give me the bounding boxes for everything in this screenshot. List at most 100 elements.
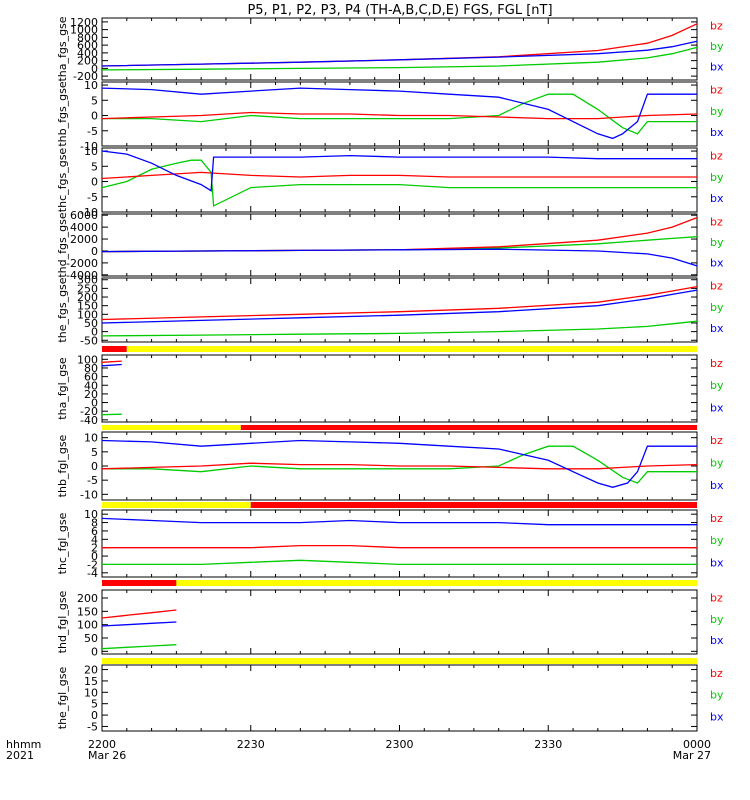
series-by bbox=[101, 413, 122, 416]
legend-by: by bbox=[710, 105, 724, 118]
panel-ylabel: thb_fgl_gse bbox=[56, 434, 69, 497]
y-tick-label: 0 bbox=[91, 460, 98, 473]
series-by bbox=[102, 93, 697, 135]
legend-bz: bz bbox=[710, 592, 723, 605]
y-tick-label: -4000 bbox=[66, 269, 98, 282]
series-by bbox=[102, 445, 697, 484]
series-by bbox=[101, 320, 698, 337]
y-tick-label: 4 bbox=[91, 533, 98, 546]
legend-bx: bx bbox=[710, 479, 724, 492]
mode-bar-red bbox=[102, 580, 177, 586]
y-tick-label: -2000 bbox=[66, 257, 98, 270]
time-tick-label: 2300 bbox=[386, 738, 414, 751]
legend-by: by bbox=[710, 689, 724, 702]
panel-ylabel: thc_fgl_gse bbox=[56, 512, 69, 574]
y-tick-label: 2000 bbox=[70, 233, 98, 246]
time-tick-sublabel: Mar 26 bbox=[88, 749, 126, 762]
y-tick-label: -5 bbox=[87, 125, 98, 138]
legend-bx: bx bbox=[710, 126, 724, 139]
time-tick-label: 2330 bbox=[534, 738, 562, 751]
y-tick-label: 1200 bbox=[70, 16, 98, 29]
y-tick-label: 15 bbox=[84, 675, 98, 688]
legend-by: by bbox=[710, 40, 724, 53]
y-tick-label: 5 bbox=[91, 94, 98, 107]
legend-bx: bx bbox=[710, 401, 724, 414]
panel-frame bbox=[101, 509, 698, 578]
panel-ylabel: the_fgs_gse bbox=[56, 277, 69, 342]
y-tick-label: -5 bbox=[87, 474, 98, 487]
y-tick-label: 0 bbox=[91, 62, 98, 75]
panel-frame bbox=[101, 589, 698, 655]
y-tick-label: -20 bbox=[80, 405, 98, 418]
time-axis-row-label-1: hhmm bbox=[6, 738, 41, 751]
y-tick-label: 0 bbox=[91, 397, 98, 410]
y-tick-label: 6000 bbox=[70, 209, 98, 222]
y-tick-label: 200 bbox=[77, 291, 98, 304]
mode-bar-red bbox=[250, 502, 697, 508]
legend-bz: bz bbox=[710, 434, 723, 447]
series-bz bbox=[101, 216, 698, 253]
y-tick-label: 0 bbox=[91, 245, 98, 258]
y-tick-label: 4000 bbox=[70, 221, 98, 234]
time-tick-label: 0000 bbox=[683, 738, 711, 751]
y-tick-label: 80 bbox=[84, 362, 98, 375]
time-tick-label: 2200 bbox=[88, 738, 116, 751]
y-tick-label: 200 bbox=[77, 592, 98, 605]
legend-bx: bx bbox=[710, 322, 724, 335]
legend-bz: bz bbox=[710, 84, 723, 97]
mode-bar-red bbox=[102, 346, 127, 352]
y-tick-label: -5 bbox=[87, 720, 98, 733]
panel-frame bbox=[101, 354, 698, 423]
mode-bar-red bbox=[240, 425, 698, 430]
series-bx bbox=[101, 87, 697, 140]
series-bx bbox=[101, 517, 697, 526]
legend-bx: bx bbox=[710, 192, 724, 205]
y-tick-label: 50 bbox=[84, 317, 98, 330]
legend-bz: bz bbox=[710, 150, 723, 163]
y-tick-label: 1000 bbox=[70, 24, 98, 37]
y-tick-label: 5 bbox=[91, 160, 98, 173]
legend-bz: bz bbox=[710, 280, 723, 293]
y-tick-label: 150 bbox=[77, 605, 98, 618]
y-tick-label: 10 bbox=[84, 145, 98, 158]
series-bx bbox=[101, 289, 698, 324]
series-bx bbox=[101, 363, 122, 367]
panel-thc_fgs_gse: -10 -5 0 5 10 thc_fgs_gse bz by bx bbox=[56, 145, 724, 219]
y-tick-label: -2 bbox=[87, 558, 98, 571]
y-tick-label: 20 bbox=[84, 388, 98, 401]
y-tick-label: 50 bbox=[84, 632, 98, 645]
y-tick-label: 200 bbox=[77, 55, 98, 68]
y-tick-label: -40 bbox=[80, 414, 98, 427]
y-tick-label: -4 bbox=[87, 567, 98, 580]
figure-title: P5, P1, P2, P3, P4 (TH-A,B,C,D,E) FGS, F… bbox=[247, 3, 552, 18]
panel-ylabel: thd_fgs_gse bbox=[56, 212, 69, 278]
series-bx bbox=[101, 621, 177, 627]
legend-bx: bx bbox=[710, 556, 724, 569]
legend-by: by bbox=[710, 301, 724, 314]
y-tick-label: 5 bbox=[91, 446, 98, 459]
y-tick-label: 0 bbox=[91, 326, 98, 339]
panel-ylabel: the_fgl_gse bbox=[56, 667, 69, 730]
panel-frame bbox=[101, 277, 698, 343]
series-bz bbox=[101, 111, 698, 120]
y-tick-label: 100 bbox=[77, 353, 98, 366]
legend-by: by bbox=[710, 457, 724, 470]
y-tick-label: 600 bbox=[77, 39, 98, 52]
y-tick-label: 8 bbox=[91, 517, 98, 530]
y-tick-label: 10 bbox=[84, 508, 98, 521]
mode-bar-yellow bbox=[126, 346, 697, 352]
y-tick-label: -10 bbox=[80, 140, 98, 153]
y-tick-label: 100 bbox=[77, 619, 98, 632]
y-tick-label: 400 bbox=[77, 47, 98, 60]
series-by bbox=[101, 46, 698, 71]
series-bx bbox=[101, 248, 698, 267]
legend-bx: bx bbox=[710, 256, 724, 269]
y-tick-label: 800 bbox=[77, 31, 98, 44]
y-tick-label: 0 bbox=[91, 709, 98, 722]
legend-bz: bz bbox=[710, 357, 723, 370]
y-tick-label: -50 bbox=[80, 334, 98, 347]
